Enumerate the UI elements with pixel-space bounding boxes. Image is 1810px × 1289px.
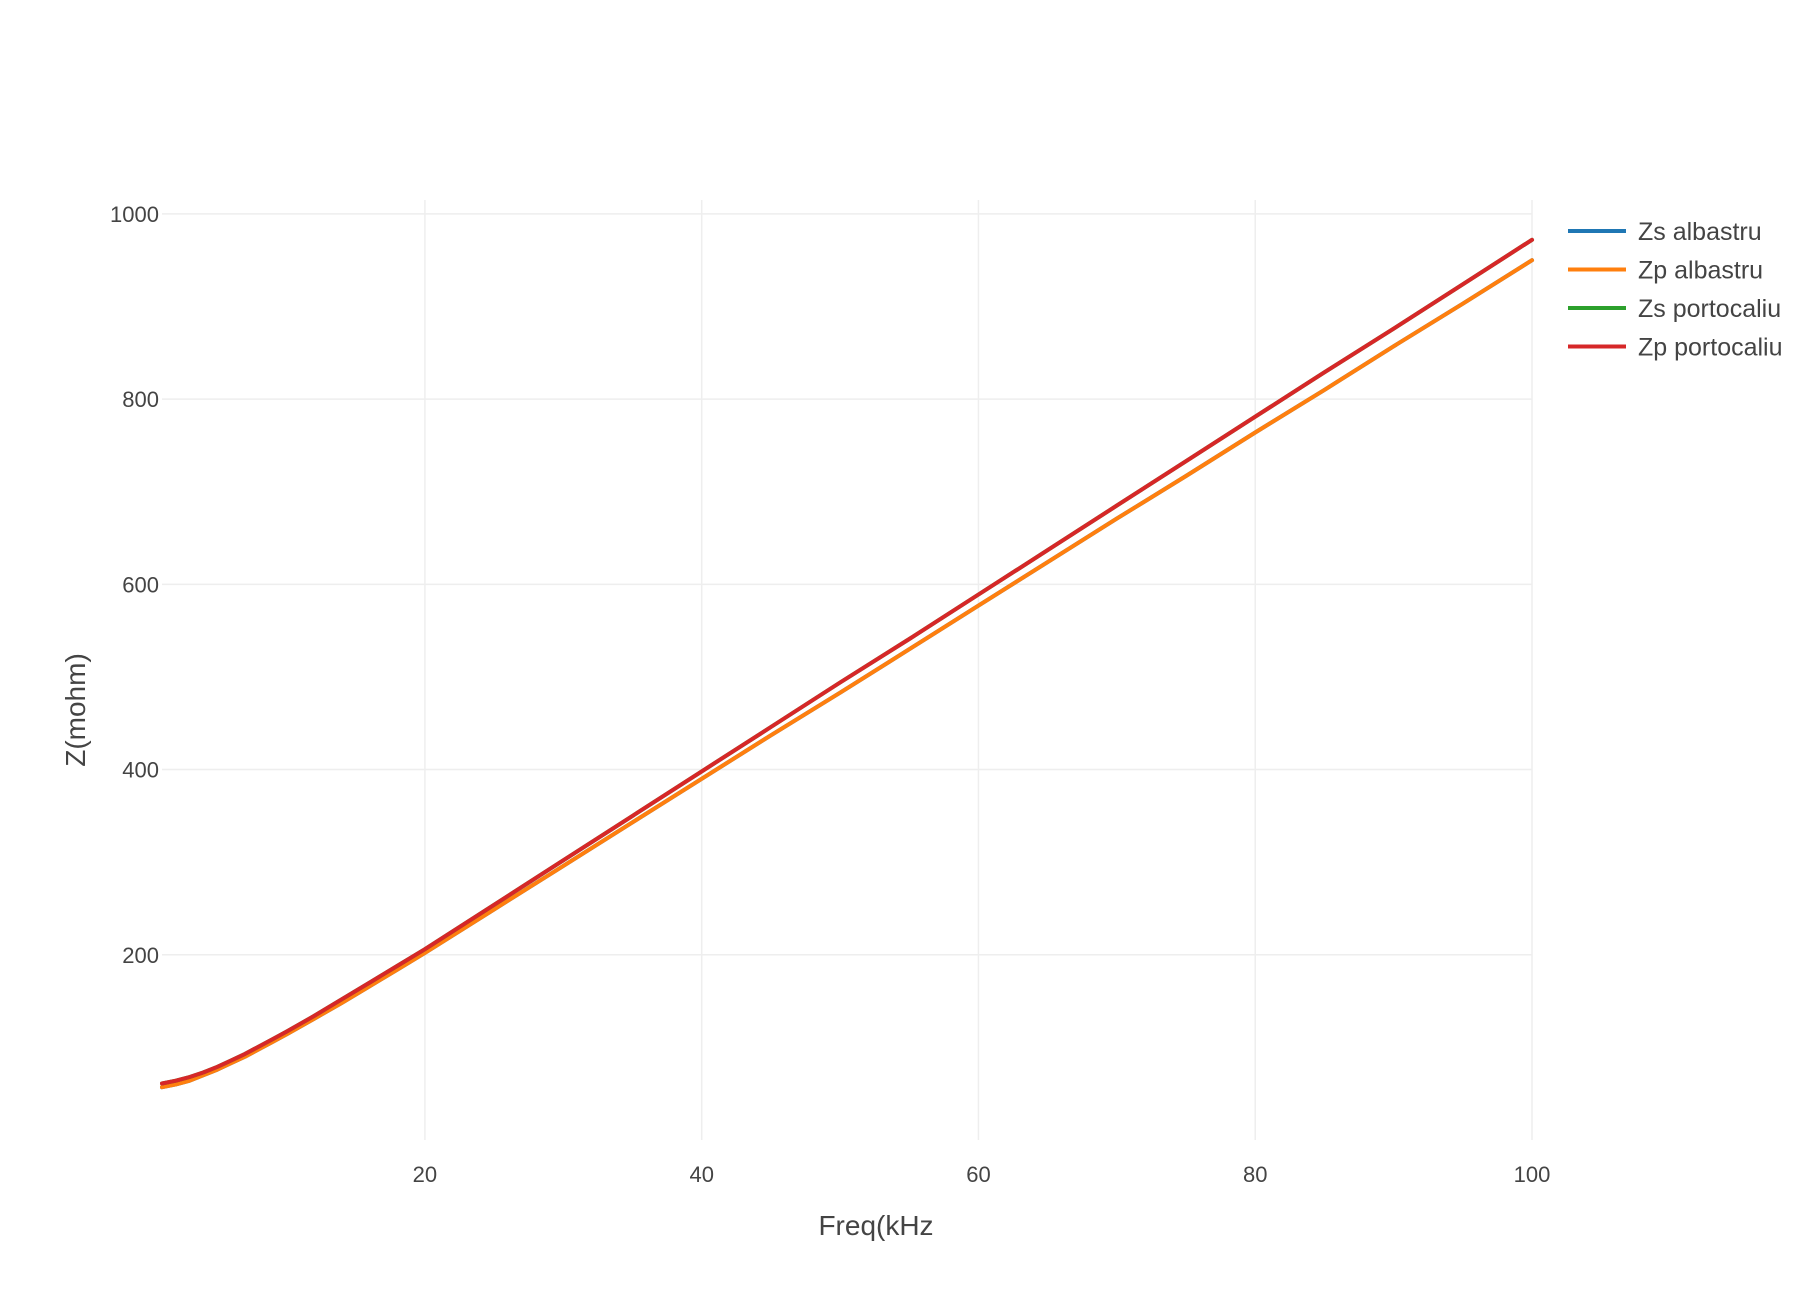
series-line-zs-portocaliu[interactable]: [160, 237, 1534, 1086]
x-tick-label: 80: [1243, 1162, 1267, 1187]
series-line-zs-albastru[interactable]: [160, 258, 1534, 1090]
x-axis-ticks: 20 40 60 80 100: [413, 1162, 1551, 1187]
legend-label: Zs albastru: [1638, 218, 1762, 246]
legend-label: Zp portocaliu: [1638, 334, 1783, 362]
y-tick-label: 1000: [110, 202, 159, 227]
x-axis-title: Freq(kHz: [818, 1210, 933, 1241]
y-tick-label: 400: [122, 758, 159, 783]
y-tick-label: 600: [122, 572, 159, 597]
grid-lines: [162, 200, 1533, 1140]
legend-item[interactable]: Zs albastru: [1568, 218, 1762, 246]
x-tick-label: 40: [689, 1162, 713, 1187]
legend-label: Zs portocaliu: [1638, 295, 1781, 323]
x-tick-label: 60: [966, 1162, 990, 1187]
series-line-zp-albastru[interactable]: [160, 258, 1534, 1090]
legend[interactable]: Zs albastru Zp albastru Zs portocaliu Zp po…: [1568, 218, 1783, 362]
series-lines: [160, 237, 1534, 1090]
y-tick-label: 200: [122, 943, 159, 968]
legend-item[interactable]: Zp albastru: [1568, 257, 1763, 285]
y-tick-label: 800: [122, 387, 159, 412]
y-axis-title: Z(mohm): [60, 653, 91, 767]
y-axis-ticks: 200 400 600 800 1000: [110, 202, 159, 968]
x-tick-label: 100: [1514, 1162, 1551, 1187]
legend-item[interactable]: Zs portocaliu: [1568, 295, 1781, 323]
series-line-zp-portocaliu[interactable]: [160, 237, 1534, 1086]
x-tick-label: 20: [413, 1162, 437, 1187]
legend-item[interactable]: Zp portocaliu: [1568, 334, 1783, 362]
legend-label: Zp albastru: [1638, 257, 1763, 285]
